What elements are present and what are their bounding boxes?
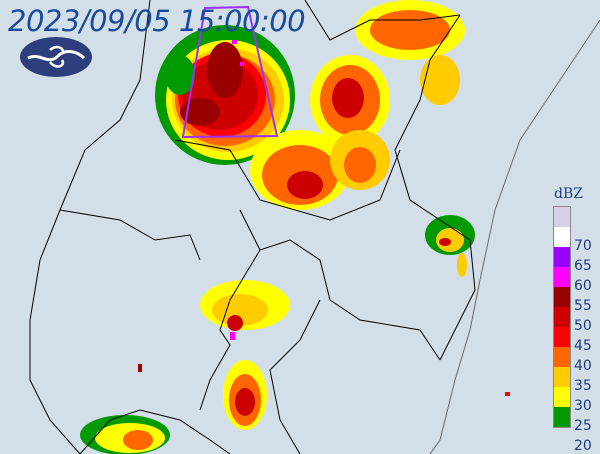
legend-swatch xyxy=(554,307,570,327)
legend-swatch xyxy=(554,367,570,387)
legend-swatch xyxy=(554,207,570,227)
legend-label: 70 xyxy=(574,238,592,254)
legend-label: 65 xyxy=(574,258,592,274)
legend-label: 20 xyxy=(574,438,592,454)
legend-label: 25 xyxy=(574,418,592,434)
legend-color-bar xyxy=(553,206,571,428)
county-boundaries xyxy=(29,0,476,454)
legend-label: 50 xyxy=(574,318,592,334)
legend-label: 30 xyxy=(574,398,592,414)
radar-echoes xyxy=(80,0,510,454)
legend-swatch xyxy=(554,347,570,367)
legend-unit: dBZ xyxy=(554,186,583,202)
legend-label: 40 xyxy=(574,358,592,374)
legend-swatch xyxy=(554,227,570,247)
legend-swatch xyxy=(554,387,570,407)
legend-label: 35 xyxy=(574,378,592,394)
legend-label: 60 xyxy=(574,278,592,294)
legend-swatch xyxy=(554,267,570,287)
dbz-legend: dBZ 70 65 60 55 50 45 40 35 30 25 20 xyxy=(548,186,600,454)
legend-swatch xyxy=(554,407,570,427)
warning-polygon xyxy=(181,5,279,139)
legend-label: 45 xyxy=(574,338,592,354)
legend-label: 55 xyxy=(574,298,592,314)
legend-swatch xyxy=(554,327,570,347)
legend-swatch xyxy=(554,247,570,267)
timestamp: 2023/09/05 15:00:00 xyxy=(8,4,306,38)
cwb-logo xyxy=(20,37,92,77)
coastline xyxy=(429,19,600,454)
legend-swatch xyxy=(554,287,570,307)
